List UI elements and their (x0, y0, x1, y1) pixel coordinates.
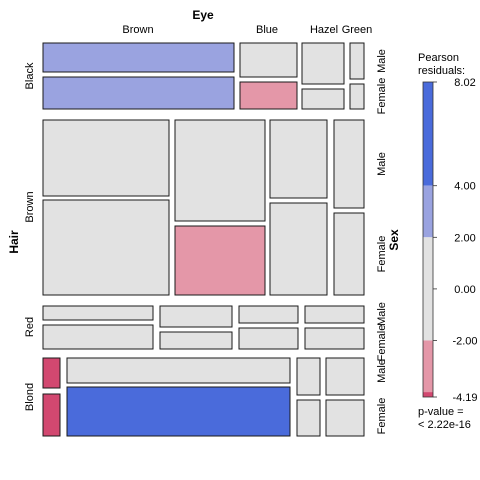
tile-black-hazel-female (301, 88, 345, 110)
hair-label-blond: Blond (24, 383, 36, 411)
legend-color-bar (422, 81, 434, 398)
tile-red-green-male (304, 305, 365, 324)
sex-label-red-female: Female (376, 325, 388, 362)
legend-band-strong-positive (423, 82, 433, 186)
tile-black-brown-female (42, 76, 235, 110)
sex-label-red-male: Male (376, 302, 388, 326)
hair-label-red: Red (24, 317, 36, 337)
legend-band-positive (423, 185, 433, 238)
sex-label-blond-male: Male (376, 359, 388, 383)
legend-title-line-1: Pearson (418, 52, 459, 64)
tile-black-green-male (349, 42, 365, 80)
legend-band-strong-negative (423, 392, 433, 397)
tile-blond-hazel-female (296, 399, 321, 437)
tile-blond-blue-male (66, 357, 291, 384)
tile-red-blue-female (159, 331, 233, 350)
sex-label-blond-female: Female (376, 398, 388, 435)
sex-label-black-female: Female (376, 78, 388, 115)
tile-red-blue-male (159, 305, 233, 328)
legend-title-line-2: residuals: (418, 65, 465, 77)
legend-ticks: 8.02 4.00 2.00 0.00 -2.00 -4.19 (433, 77, 478, 404)
tile-black-blue-male (239, 42, 298, 78)
p-value-line-1: p-value = (418, 406, 464, 418)
sex-label-brown-female: Female (376, 236, 388, 273)
tile-red-hazel-female (238, 327, 299, 350)
legend-bar-frame (422, 81, 434, 398)
legend-tick-label: 4.00 (454, 181, 475, 193)
legend-tick-label: 0.00 (454, 284, 475, 296)
sex-label-black-male: Male (376, 49, 388, 73)
eye-label-brown: Brown (122, 24, 153, 36)
legend-tick-label: 2.00 (454, 232, 475, 244)
hair-axis-title: Hair (7, 230, 21, 254)
tile-brown-hazel-male (269, 119, 328, 199)
eye-label-blue: Blue (256, 24, 278, 36)
eye-axis-title: Eye (192, 8, 214, 22)
tile-brown-blue-female (174, 225, 266, 296)
sex-axis-title: Sex (387, 229, 401, 251)
tile-blond-green-male (325, 357, 365, 396)
tile-brown-brown-female (42, 199, 170, 296)
tile-black-hazel-male (301, 42, 345, 85)
hair-label-black: Black (24, 62, 36, 89)
mosaic-tiles (42, 42, 365, 437)
tile-red-brown-male (42, 305, 154, 321)
tile-brown-green-female (333, 212, 365, 296)
tile-black-green-female (349, 83, 365, 110)
sex-label-brown-male: Male (376, 152, 388, 176)
tile-blond-green-female (325, 399, 365, 437)
hair-label-brown: Brown (24, 191, 36, 222)
tile-black-brown-male (42, 42, 235, 73)
legend-tick-label: -4.19 (452, 392, 477, 404)
legend-band-negative (423, 340, 433, 393)
tile-brown-blue-male (174, 119, 266, 222)
legend-tick-label: -2.00 (452, 336, 477, 348)
tile-blond-blue-female (66, 386, 291, 437)
tile-brown-hazel-female (269, 202, 328, 296)
eye-label-green: Green (342, 24, 373, 36)
tile-red-brown-female (42, 324, 154, 350)
tile-red-green-female (304, 327, 365, 350)
legend-tick-label: 8.02 (454, 77, 475, 89)
legend-band-neutral (423, 237, 433, 341)
tile-red-hazel-male (238, 305, 299, 324)
tile-brown-green-male (333, 119, 365, 209)
tile-blond-hazel-male (296, 357, 321, 396)
p-value-line-2: < 2.22e-16 (418, 419, 471, 431)
tile-black-blue-female (239, 81, 298, 110)
tile-blond-brown-female (42, 393, 61, 437)
tile-blond-brown-male (42, 357, 61, 389)
eye-label-hazel: Hazel (310, 24, 338, 36)
tile-brown-brown-male (42, 119, 170, 197)
